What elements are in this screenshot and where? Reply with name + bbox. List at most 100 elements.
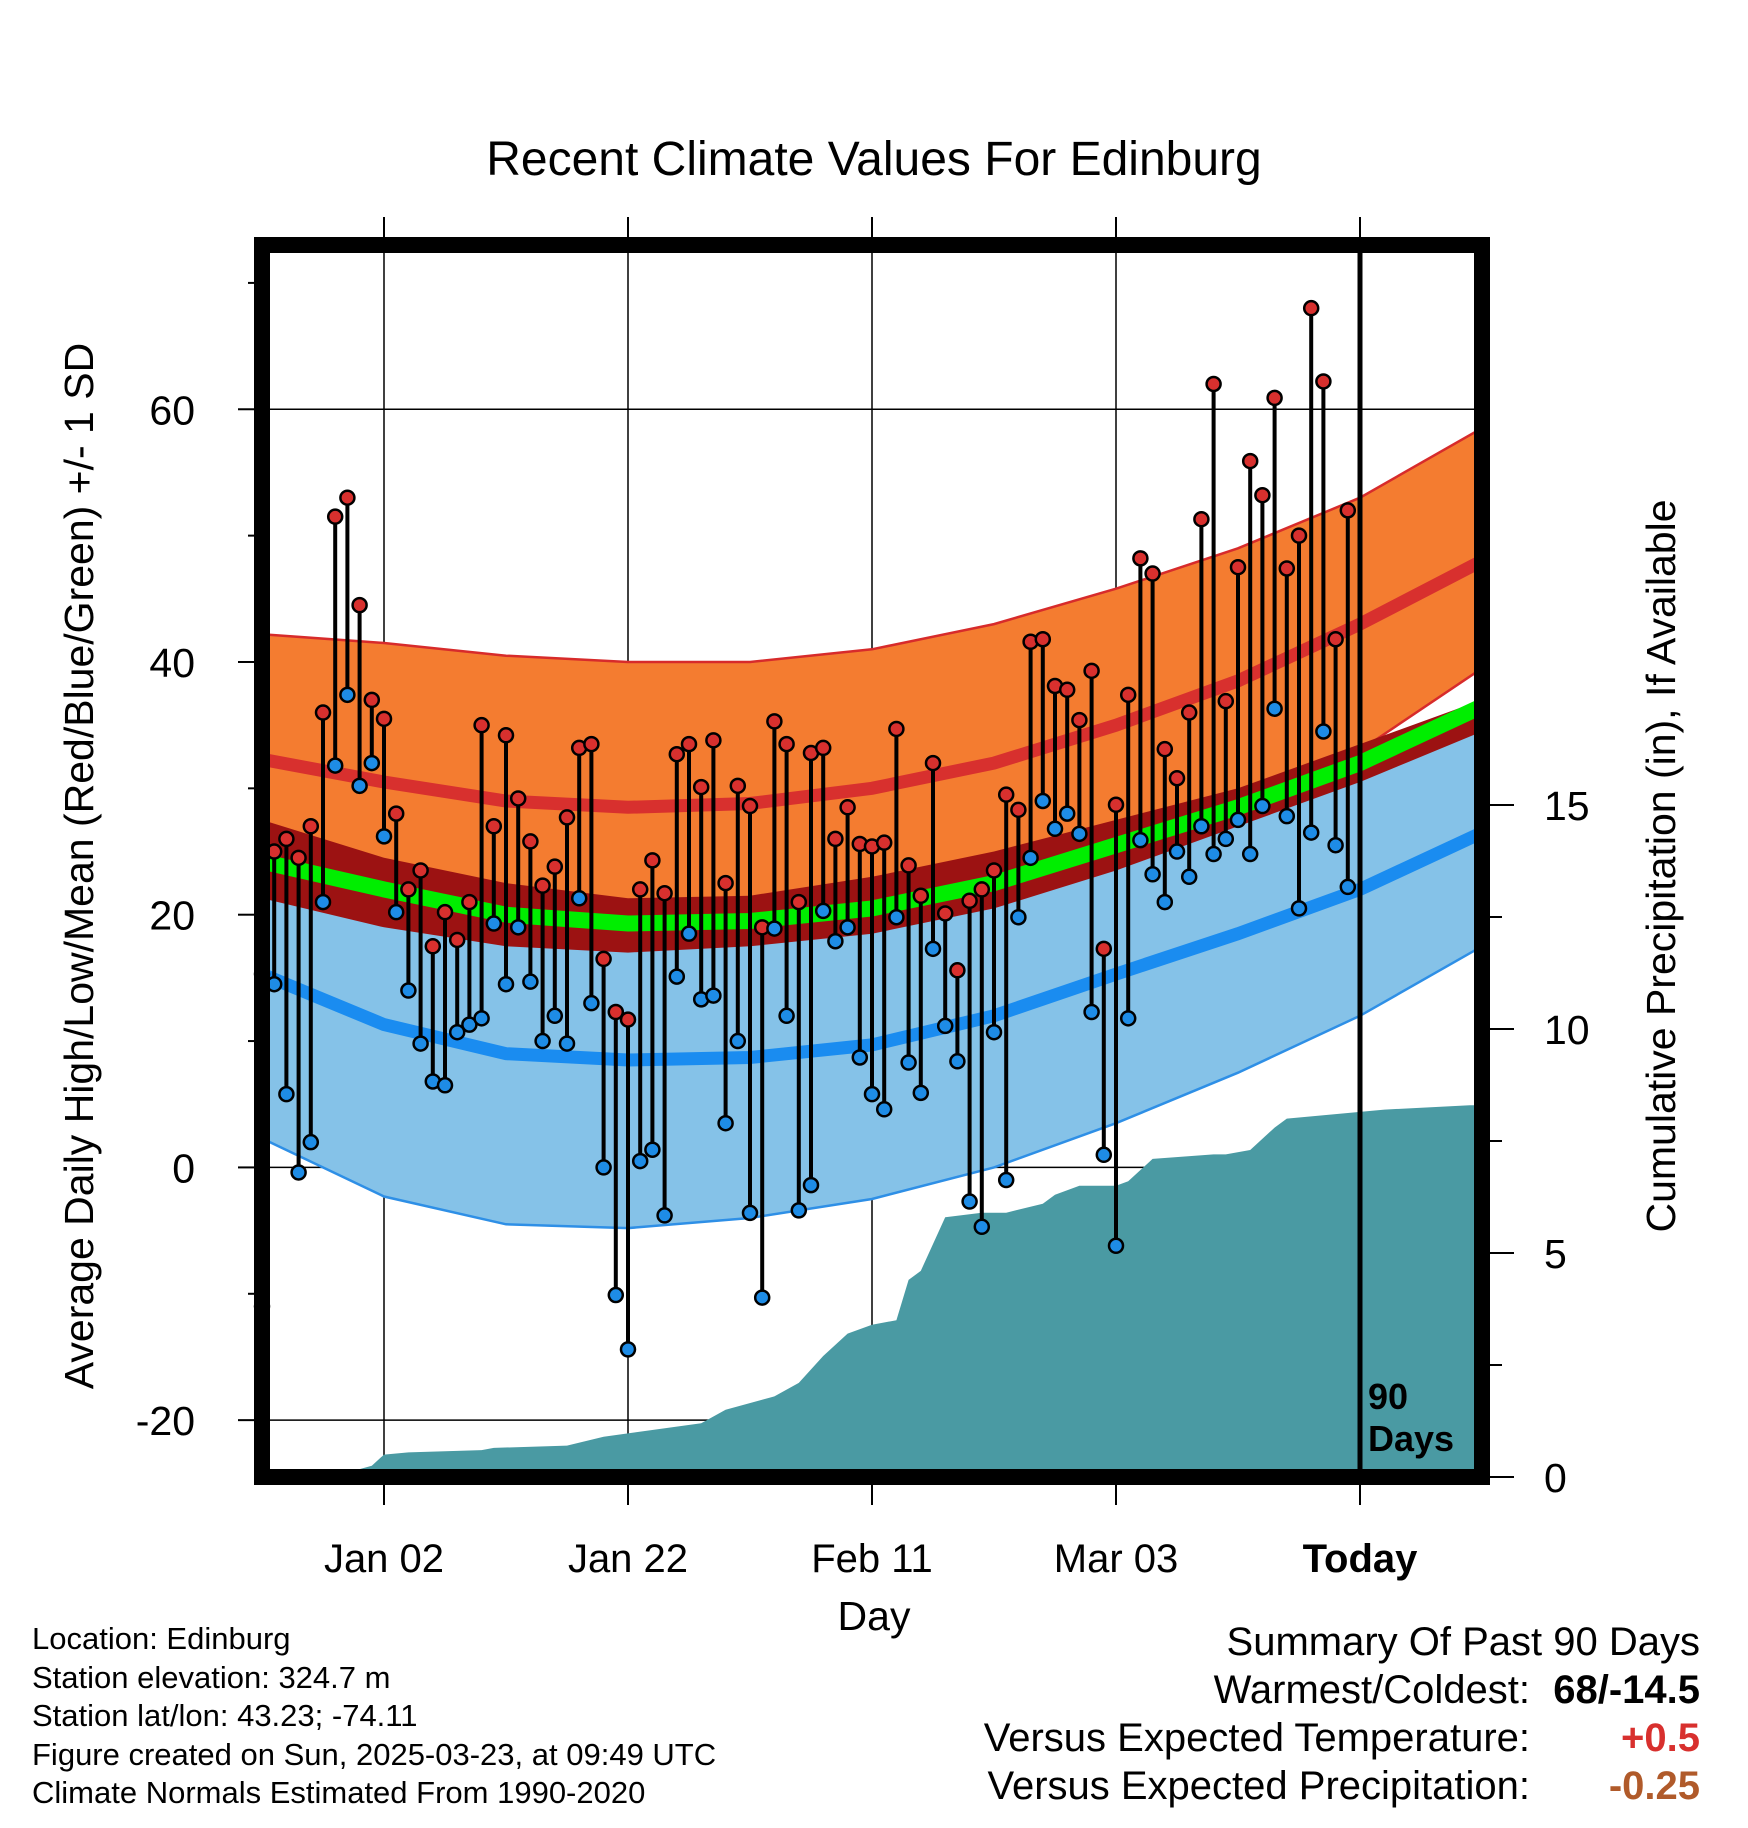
high-point: [326, 508, 344, 525]
warmest-value: 68/-14.5: [1553, 1668, 1700, 1712]
low-point: [1217, 830, 1235, 848]
low-point: [778, 1007, 795, 1025]
high-point: [558, 809, 576, 826]
high-point: [1180, 704, 1198, 721]
high-point: [1144, 565, 1161, 582]
low-point: [278, 1085, 295, 1103]
high-point: [400, 881, 417, 898]
created-text: Figure created on Sun, 2025-03-23, at 09…: [32, 1736, 717, 1772]
high-point: [985, 862, 1003, 879]
low-point: [387, 903, 405, 921]
low-point: [1071, 825, 1088, 843]
low-point: [570, 890, 588, 907]
high-point: [1119, 686, 1137, 704]
high-point: [412, 862, 429, 879]
x-tick-label: Jan 22: [568, 1537, 688, 1581]
y2-axis-label: Cumulative Precipitation (in), If Availa…: [1638, 499, 1684, 1232]
high-point: [473, 716, 490, 734]
high-point: [1229, 558, 1247, 576]
y2-tick-label: 10: [1544, 1007, 1590, 1053]
precipitation-area: [262, 1105, 1482, 1477]
precip-row: Versus Expected Precipitation: -0.25: [984, 1762, 1700, 1810]
low-point: [436, 1077, 454, 1094]
low-point: [790, 1202, 808, 1219]
low-point: [302, 1133, 320, 1151]
high-point: [1315, 373, 1332, 390]
low-point: [973, 1218, 991, 1236]
low-point: [912, 1084, 930, 1102]
low-point: [509, 919, 527, 936]
summary-title: Summary Of Past 90 Days: [1226, 1620, 1700, 1664]
normals-text: Climate Normals Estimated From 1990-2020: [32, 1775, 646, 1810]
high-point: [1205, 375, 1222, 393]
high-point: [1083, 662, 1100, 680]
low-point: [680, 925, 698, 942]
low-point: [1083, 1003, 1100, 1021]
low-point: [583, 994, 600, 1012]
temp-value: +0.5: [1621, 1716, 1700, 1760]
low-point: [1254, 797, 1271, 815]
high-point: [1290, 527, 1308, 544]
low-point: [949, 1053, 966, 1070]
low-point: [595, 1159, 612, 1176]
high-point: [778, 735, 795, 753]
low-point: [851, 1049, 869, 1066]
low-point: [1266, 700, 1283, 717]
high-point: [375, 710, 393, 728]
low-point: [522, 973, 539, 990]
low-point: [839, 919, 856, 936]
high-point: [717, 874, 734, 892]
low-point: [1144, 866, 1161, 883]
precip-label: Versus Expected Precipitation:: [987, 1764, 1530, 1808]
high-point: [961, 892, 978, 910]
high-point: [619, 1011, 637, 1028]
low-point: [875, 1101, 893, 1118]
x-tick-label: Feb 11: [811, 1537, 933, 1581]
low-point: [827, 932, 844, 950]
low-point: [766, 920, 783, 937]
y-tick-label: 60: [149, 387, 195, 433]
low-point: [448, 1023, 466, 1041]
x-tick-label: Mar 03: [1054, 1537, 1179, 1581]
high-point: [1156, 740, 1174, 758]
low-point: [363, 754, 381, 772]
low-point: [1168, 843, 1186, 860]
low-point: [351, 777, 368, 795]
temp-label: Versus Expected Temperature:: [983, 1716, 1530, 1760]
high-point: [583, 735, 600, 753]
high-point: [1254, 486, 1271, 504]
high-point: [595, 950, 612, 968]
low-point: [753, 1289, 771, 1306]
low-point: [814, 902, 832, 920]
low-point: [1119, 1010, 1137, 1027]
low-point: [534, 1032, 551, 1050]
low-point: [1315, 723, 1332, 740]
low-point: [1132, 831, 1149, 849]
low-point: [1046, 820, 1064, 838]
y2-tick-label: 15: [1544, 783, 1590, 829]
high-point: [436, 903, 454, 921]
high-point: [949, 962, 966, 979]
plot-frame: [254, 237, 1490, 1485]
high-point: [1302, 299, 1320, 317]
low-point: [936, 1017, 954, 1035]
y-tick-label: 40: [149, 640, 195, 686]
chart-title: Recent Climate Values For Edinburg: [486, 133, 1261, 186]
low-point: [1010, 908, 1027, 926]
high-point: [424, 938, 442, 955]
low-point: [1302, 824, 1320, 841]
x-tick-label: Today: [1303, 1537, 1419, 1581]
high-point: [936, 905, 954, 922]
low-point: [1290, 900, 1308, 917]
high-point: [729, 777, 747, 795]
high-point: [827, 830, 844, 848]
warmest-label: Warmest/Coldest:: [1213, 1668, 1530, 1712]
high-point: [607, 1003, 625, 1021]
low-point: [485, 915, 503, 932]
precip-value: -0.25: [1608, 1764, 1700, 1808]
high-point: [461, 893, 478, 911]
low-point: [1339, 878, 1357, 896]
low-point: [619, 1341, 637, 1358]
low-point: [1193, 818, 1210, 835]
